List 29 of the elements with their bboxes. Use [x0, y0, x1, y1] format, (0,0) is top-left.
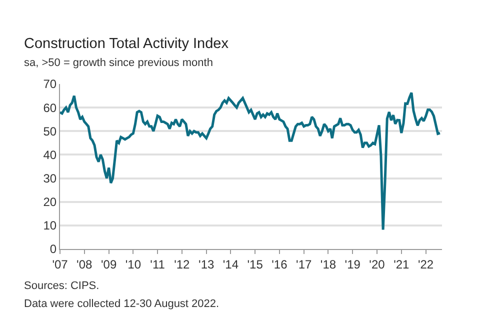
y-tick-label: 20: [43, 195, 57, 210]
x-tick-label: '15: [247, 257, 264, 272]
y-tick-label: 50: [43, 124, 57, 138]
x-tick-label: '20: [369, 257, 386, 272]
x-tick-label: '10: [125, 257, 142, 272]
x-tick-label: '18: [320, 257, 336, 272]
x-tick-label: '09: [100, 257, 117, 272]
x-tick-label: '12: [174, 257, 190, 272]
y-tick-label: 40: [43, 148, 57, 162]
chart-subtitle: sa, >50 = growth since previous month: [24, 57, 213, 69]
x-tick-label: '22: [418, 257, 434, 272]
x-tick-label: '16: [272, 257, 288, 272]
x-tick-label: '14: [222, 257, 239, 272]
x-tick-label: '07: [52, 257, 68, 272]
x-tick-label: '08: [76, 257, 93, 272]
text: Data were collected 12-30 August 2022.: [24, 298, 220, 310]
y-tick-label: 10: [43, 218, 57, 233]
y-tick-label: 0: [50, 242, 57, 256]
line-series: [60, 91, 442, 231]
chart-title: Construction Total Activity Index: [24, 36, 230, 52]
x-tick-label: '11: [150, 257, 166, 272]
y-tick-label: 60: [43, 100, 57, 115]
x-tick-label: '21: [394, 257, 410, 272]
y-tick-label: 70: [43, 77, 57, 92]
x-tick-label: '13: [198, 257, 214, 272]
y-tick-label: 30: [43, 171, 57, 186]
x-tick-label: '19: [344, 257, 361, 272]
source-note: Sources: CIPS.: [24, 280, 100, 292]
x-tick-label: '17: [296, 257, 312, 272]
